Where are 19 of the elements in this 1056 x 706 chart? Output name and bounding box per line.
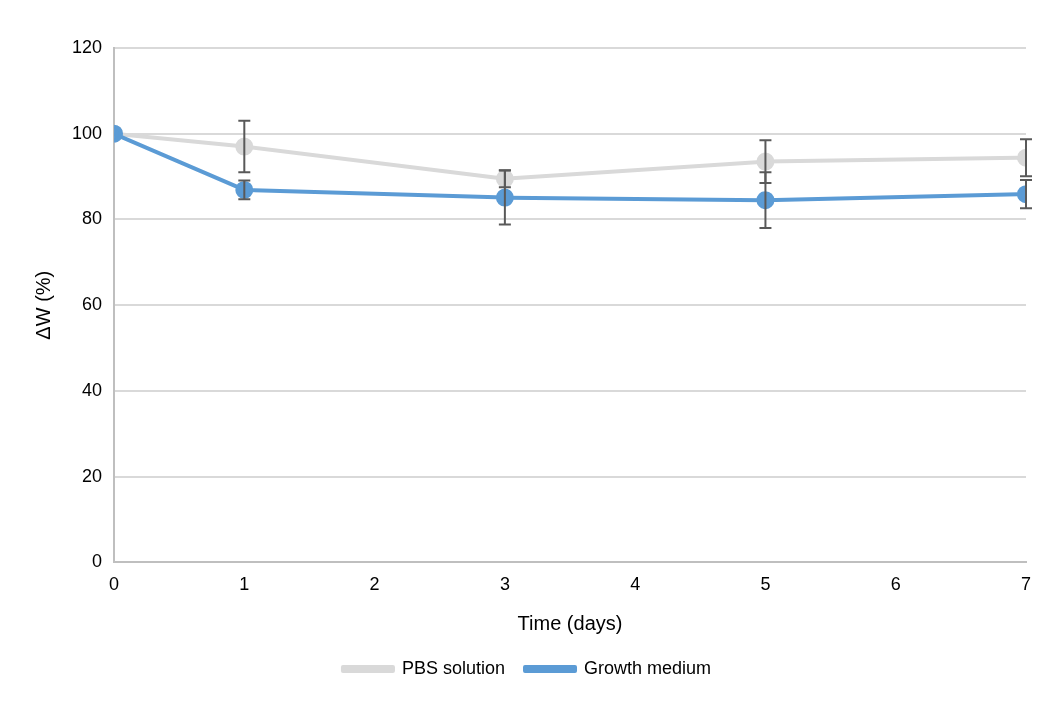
legend-label: Growth medium (584, 657, 712, 678)
x-tick-label: 3 (499, 574, 510, 595)
y-tick-label: 120 (71, 36, 103, 57)
x-tick-label: 6 (890, 574, 901, 595)
y-tick-label: 0 (92, 551, 103, 572)
x-tick-label: 2 (369, 574, 380, 595)
legend-label: PBS solution (401, 657, 506, 678)
x-tick-label: 1 (239, 574, 250, 595)
x-tick-label: 0 (109, 574, 120, 595)
y-tick-label: 80 (82, 208, 103, 229)
y-tick-label: 20 (82, 465, 103, 486)
x-tick-label: 5 (760, 574, 771, 595)
y-axis-title: ΔW (%) (31, 270, 54, 340)
x-tick-label: 4 (630, 574, 641, 595)
x-tick-label: 7 (1020, 574, 1032, 595)
y-tick-label: 100 (71, 122, 103, 143)
y-tick-label: 40 (82, 379, 103, 400)
y-tick-label: 60 (82, 294, 103, 315)
x-axis-title: Time (days) (517, 611, 623, 634)
